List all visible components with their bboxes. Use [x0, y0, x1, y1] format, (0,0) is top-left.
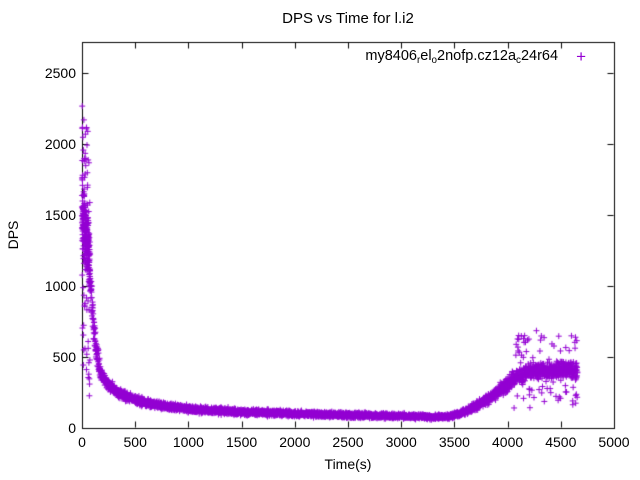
plus-marker-icon: +	[576, 46, 586, 66]
y-tick-label-1000: 1000	[44, 278, 76, 295]
x-axis-label: Time(s)	[324, 456, 372, 472]
y-tick-label-2500: 2500	[44, 65, 76, 82]
x-tick-label-5000: 5000	[598, 434, 630, 450]
x-tick-label-1500: 1500	[226, 434, 258, 450]
y-tick-label-1500: 1500	[44, 207, 76, 224]
chart-title: DPS vs Time for l.i2	[282, 10, 414, 27]
y-tick-label-2000: 2000	[44, 136, 76, 153]
x-tick-label-4000: 4000	[492, 434, 524, 450]
x-tick-label-1000: 1000	[172, 434, 204, 450]
legend: my8406relo2nofp.cz12ac24r64 +	[365, 48, 586, 66]
y-tick-label-0: 0	[68, 420, 76, 436]
x-tick-label-2500: 2500	[332, 434, 364, 450]
x-tick-label-0: 0	[78, 434, 86, 450]
x-tick-label-500: 500	[123, 434, 147, 450]
x-tick-label-4500: 4500	[545, 434, 577, 450]
x-tick-label-3000: 3000	[385, 434, 417, 450]
x-tick-label-2000: 2000	[279, 434, 311, 450]
y-tick-label-500: 500	[52, 349, 76, 366]
legend-series-label: my8406relo2nofp.cz12ac24r64	[365, 48, 559, 66]
x-tick-label-3500: 3500	[438, 434, 470, 450]
